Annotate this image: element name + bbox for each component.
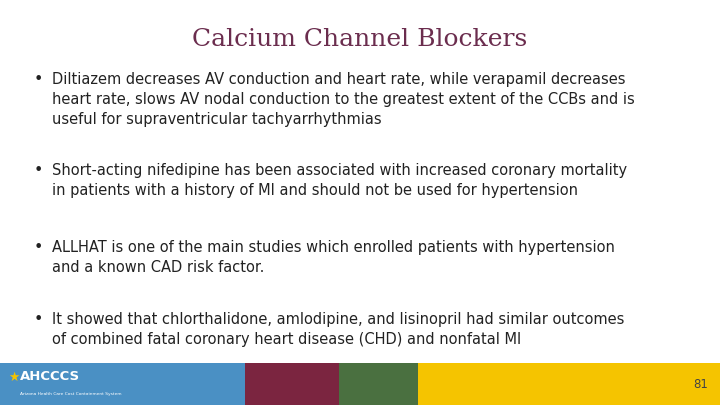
Text: •: • [33, 240, 42, 255]
Text: Arizona Health Care Cost Containment System: Arizona Health Care Cost Containment Sys… [20, 392, 122, 396]
Text: ★: ★ [8, 371, 19, 384]
Text: ALLHAT is one of the main studies which enrolled patients with hypertension
and : ALLHAT is one of the main studies which … [52, 240, 615, 275]
Text: AHCCCS: AHCCCS [20, 370, 80, 383]
Text: Short-acting nifedipine has been associated with increased coronary mortality
in: Short-acting nifedipine has been associa… [52, 163, 627, 198]
Bar [339, 363, 418, 405]
Bar [418, 363, 720, 405]
Text: •: • [33, 72, 42, 87]
Text: Diltiazem decreases AV conduction and heart rate, while verapamil decreases
hear: Diltiazem decreases AV conduction and he… [52, 72, 635, 127]
Text: •: • [33, 312, 42, 327]
Text: Calcium Channel Blockers: Calcium Channel Blockers [192, 28, 528, 51]
Text: It showed that chlorthalidone, amlodipine, and lisinopril had similar outcomes
o: It showed that chlorthalidone, amlodipin… [52, 312, 624, 347]
Text: •: • [33, 163, 42, 178]
Bar [245, 363, 339, 405]
Bar [0, 363, 245, 405]
Text: 81: 81 [693, 377, 708, 390]
